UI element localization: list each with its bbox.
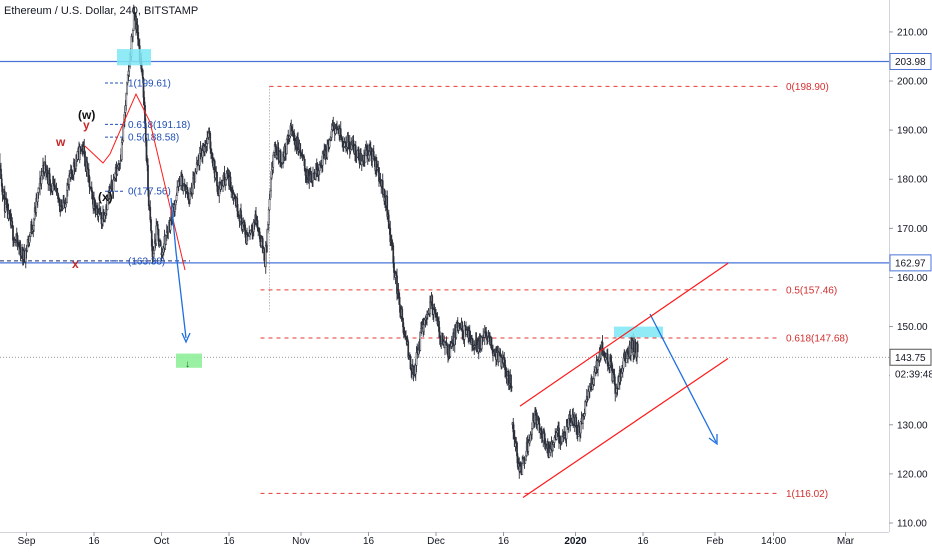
left-fib-label: (163.38) xyxy=(128,256,165,267)
price-label-text: 203.98 xyxy=(895,57,926,68)
fib-level-label: 0(198.90) xyxy=(786,82,829,93)
y-tick-label: 170.00 xyxy=(897,224,928,235)
fib-level-label: 0.5(157.46) xyxy=(786,285,837,296)
y-tick-label: 110.00 xyxy=(897,518,927,529)
candle-body xyxy=(57,188,58,193)
x-tick-label: Mar xyxy=(837,536,855,547)
candle-body xyxy=(447,345,448,354)
candle-body xyxy=(273,155,274,167)
x-tick-label: Dec xyxy=(427,536,445,547)
x-tick-label: 16 xyxy=(498,536,510,547)
candle-body xyxy=(280,152,281,163)
x-tick-label: 16 xyxy=(363,536,375,547)
candle-body xyxy=(402,309,403,318)
candle-body xyxy=(121,142,122,159)
left-forecast-arrow xyxy=(171,198,186,338)
candle-body xyxy=(269,199,270,210)
x-tick-label: 16 xyxy=(88,536,100,547)
x-tick-label: 14:00 xyxy=(761,536,786,547)
candle-body xyxy=(264,249,265,261)
x-tick-label: Oct xyxy=(154,536,170,547)
candle-body xyxy=(410,356,411,368)
candle-body xyxy=(24,251,25,260)
y-tick-label: 150.00 xyxy=(897,322,928,333)
candle-body xyxy=(157,224,158,229)
left-fib-label: 0(177.56) xyxy=(128,187,171,198)
candle-body xyxy=(450,348,451,357)
candle-body xyxy=(150,220,151,231)
candle-body xyxy=(59,199,60,206)
candle-body xyxy=(153,250,154,254)
channel-top-highlight-box xyxy=(614,327,663,338)
candle-body xyxy=(423,325,424,332)
candle-body xyxy=(180,176,181,186)
candle-body xyxy=(160,242,161,246)
x-tick-label: Feb xyxy=(706,536,724,547)
channel-lower-line xyxy=(523,358,728,497)
y-tick-label: 130.00 xyxy=(897,420,928,431)
y-tick-label: 210.00 xyxy=(897,27,928,38)
candle-body xyxy=(217,186,218,194)
candle-body xyxy=(216,172,217,186)
candle-body xyxy=(257,220,258,228)
wave-label: w xyxy=(55,135,66,149)
y-tick-label: 200.00 xyxy=(897,77,928,88)
wave-label: x xyxy=(72,257,79,271)
left-fib-label: 0.618(191.18) xyxy=(128,120,190,131)
candle-body xyxy=(176,195,177,200)
x-tick-label: 2020 xyxy=(564,536,587,547)
candle-body xyxy=(132,30,133,36)
channel-upper-line xyxy=(520,263,728,406)
candle-body xyxy=(333,123,334,130)
candle-body xyxy=(408,342,409,357)
wave-label: y xyxy=(83,118,90,132)
candle-body xyxy=(158,229,159,241)
candle-body xyxy=(84,152,85,167)
price-label-text: 162.97 xyxy=(895,258,926,269)
candle-body xyxy=(373,152,374,157)
candle-body xyxy=(261,241,262,245)
fib-level-label: 1(116.02) xyxy=(786,489,828,500)
x-tick-label: 16 xyxy=(223,536,235,547)
candle-body xyxy=(635,342,636,352)
x-tick-label: Sep xyxy=(18,536,36,547)
right-forecast-arrow xyxy=(650,314,716,442)
candle-body xyxy=(12,221,13,225)
candle-body xyxy=(113,180,114,192)
candle-body xyxy=(111,182,112,190)
candle-body xyxy=(89,177,90,187)
x-tick-label: Nov xyxy=(292,536,310,547)
symbol-title: Ethereum / U.S. Dollar, 240, BITSTAMP xyxy=(4,5,198,17)
price-label-text: 02:39:48 xyxy=(895,370,932,381)
candle-body xyxy=(268,210,269,224)
fib-level-label: 0.618(147.68) xyxy=(786,333,848,344)
y-tick-label: 120.00 xyxy=(897,469,928,480)
candle-body xyxy=(432,296,433,309)
y-tick-label: 160.00 xyxy=(897,273,928,284)
price-label-text: 143.75 xyxy=(895,353,926,364)
candle-body xyxy=(637,344,638,352)
target-arrow-glyph: ↓ xyxy=(185,359,190,370)
candle-body xyxy=(329,140,330,147)
candle-body xyxy=(529,441,530,443)
candle-body xyxy=(566,426,567,438)
resistance-highlight-box xyxy=(117,49,151,65)
candle-body xyxy=(561,436,562,441)
x-tick-label: 16 xyxy=(637,536,649,547)
wave-label: (x) xyxy=(98,190,113,204)
left-fib-label: 1(199.61) xyxy=(128,78,171,89)
candle-body xyxy=(511,387,512,388)
y-tick-label: 190.00 xyxy=(897,126,928,137)
candle-body xyxy=(120,164,121,165)
y-tick-label: 180.00 xyxy=(897,175,928,186)
candle-body xyxy=(510,375,511,387)
candle-body xyxy=(156,226,157,244)
candles-group xyxy=(0,5,638,479)
